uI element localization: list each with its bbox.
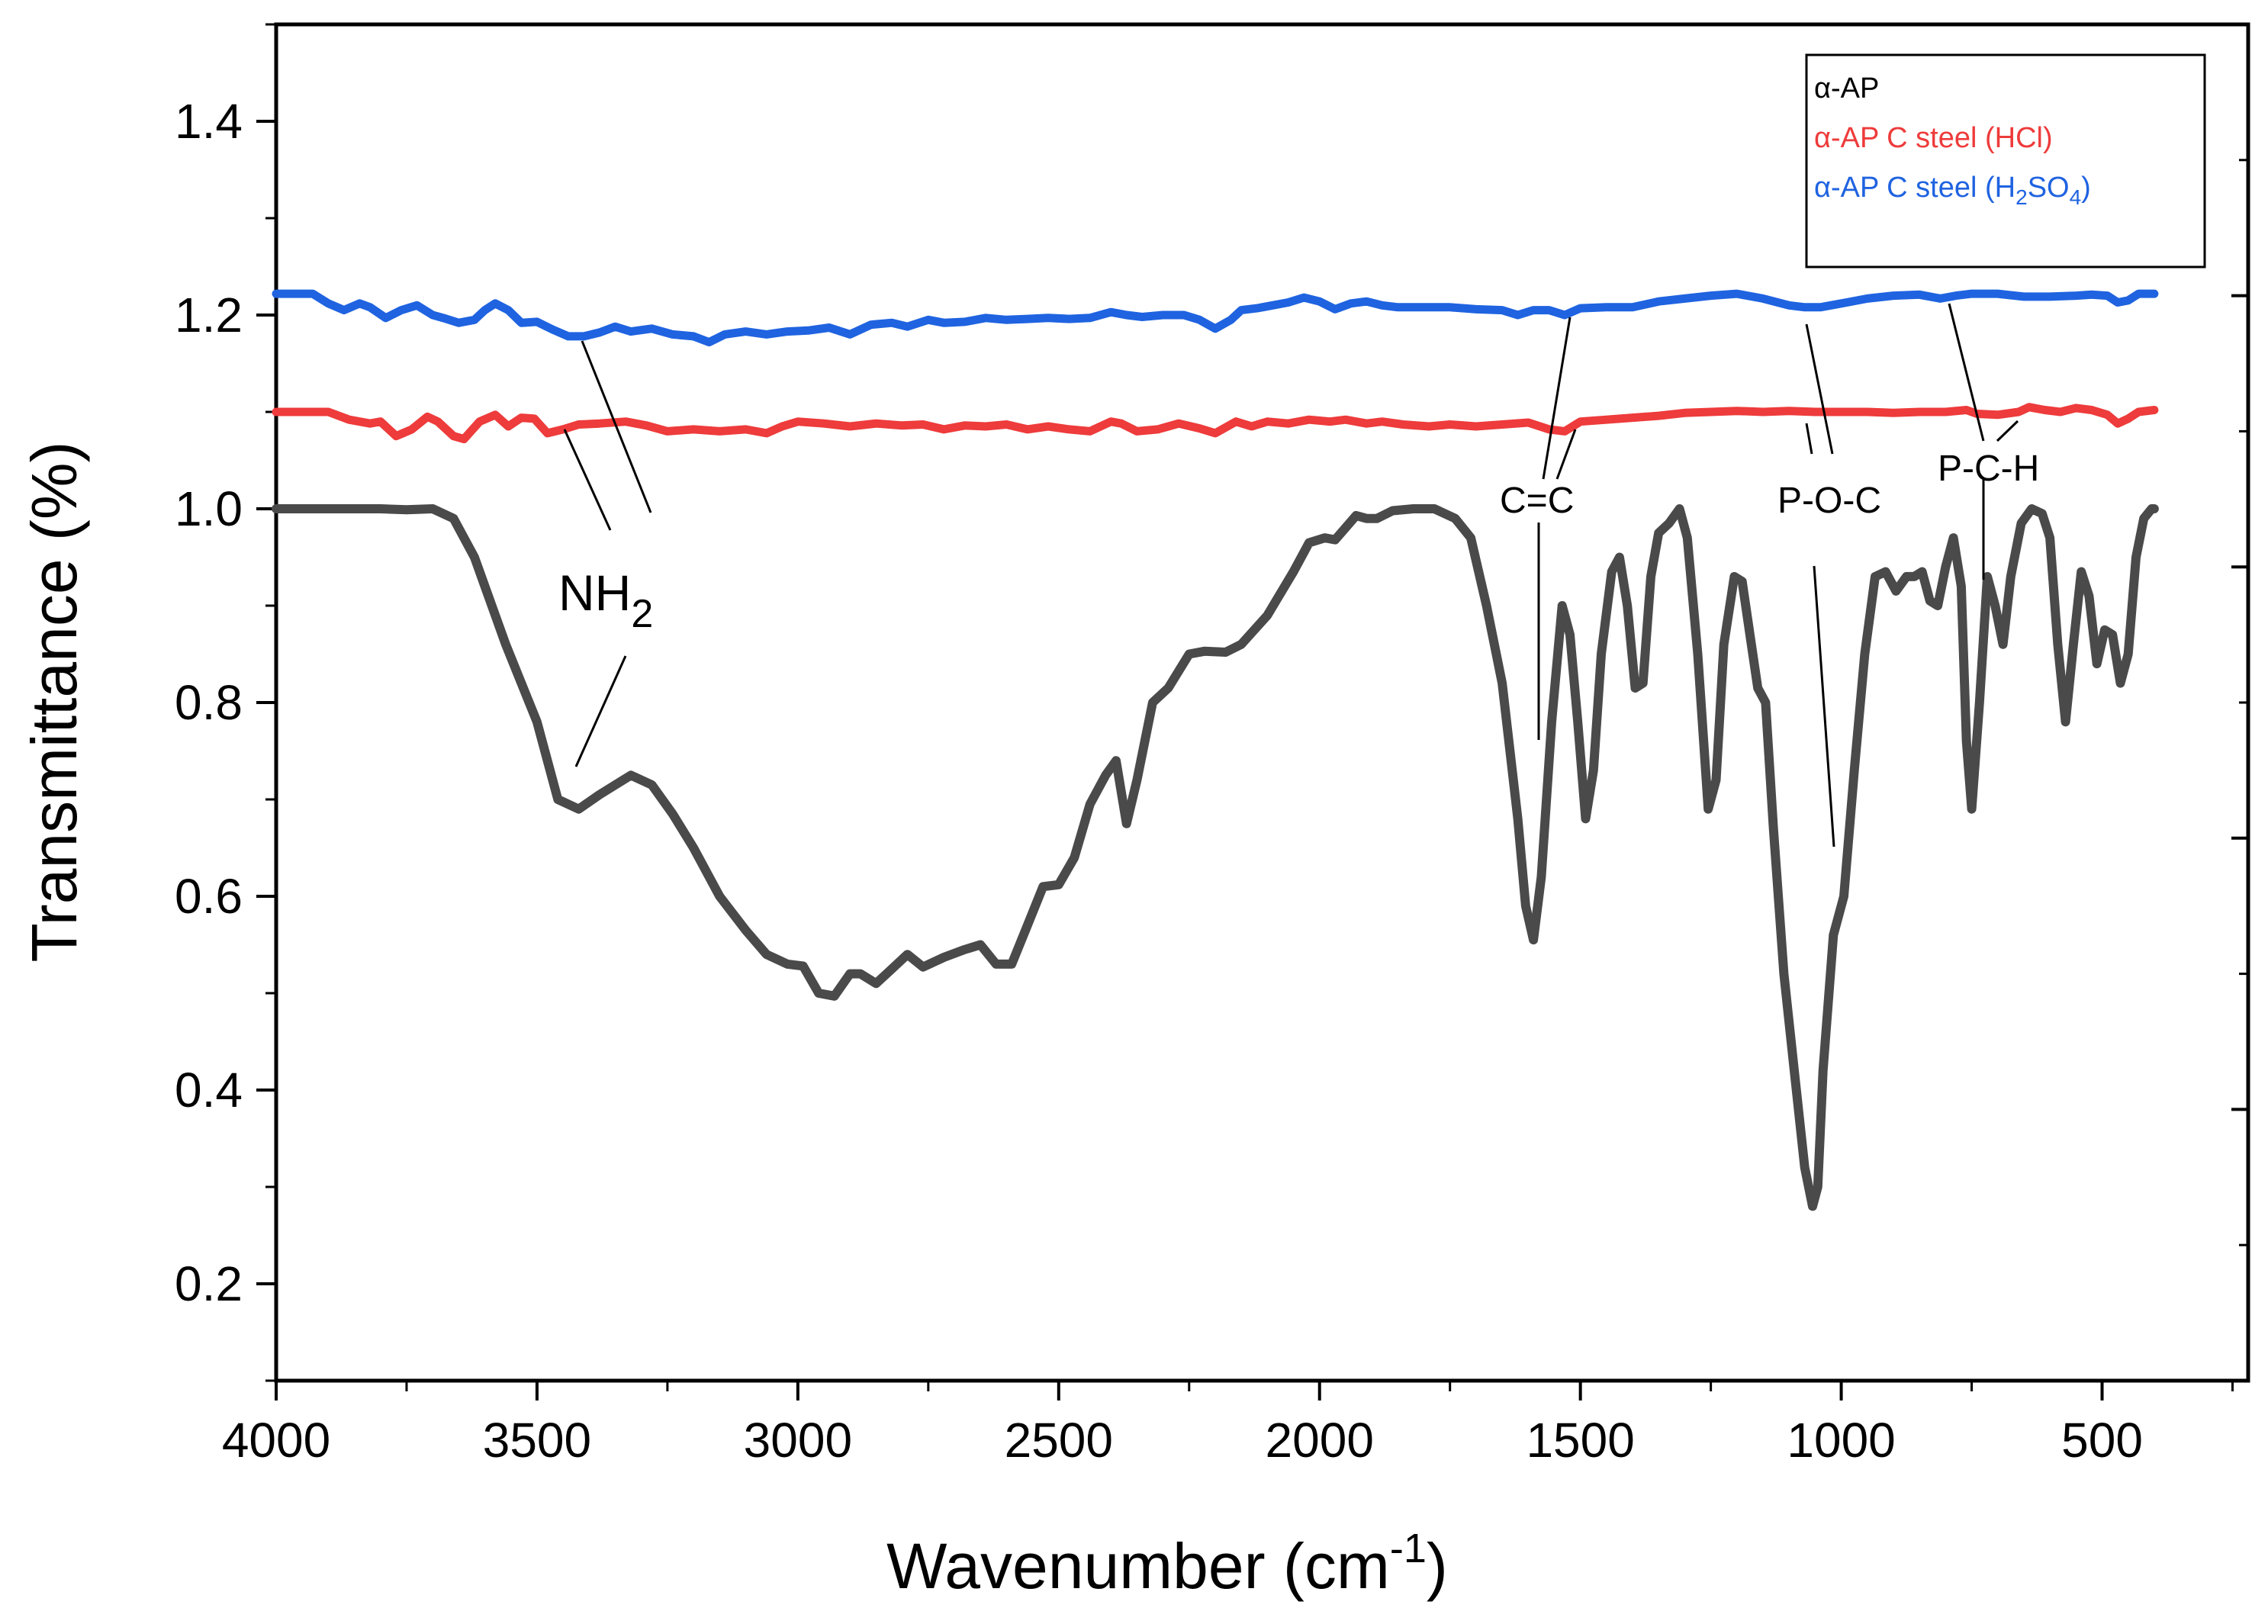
y-tick-label: 0.8: [175, 675, 243, 730]
legend: α-AP α-AP C steel (HCl) α-AP C steel (H2…: [1805, 53, 2206, 269]
legend-box: [1805, 53, 2206, 269]
series-line-ap: [272, 504, 2159, 1211]
nh2-leader-blue: [581, 340, 652, 513]
annotation-cc: C=C: [1500, 481, 1574, 521]
series-line-hcl: [272, 403, 2159, 444]
x-tick-label: 500: [2061, 1413, 2143, 1468]
x-tick-labels: 4000 3500 3000 2500 2000 1500 1000 500: [222, 1413, 2143, 1468]
legend-entry-hcl: α-AP C steel (HCl): [1814, 122, 2053, 154]
annotation-pch: P-C-H: [1938, 449, 2039, 489]
poc-leader-red: [1805, 423, 1813, 455]
y-tick-label: 0.2: [175, 1256, 243, 1311]
x-tick-label: 4000: [222, 1413, 330, 1468]
cc-leader-blue: [1542, 317, 1572, 480]
poc-leader-blue: [1805, 323, 1834, 455]
cc-leader-red: [1555, 429, 1577, 480]
y-tick-label: 1.0: [175, 481, 243, 536]
nh2-leader-black: [574, 655, 627, 767]
y-tick-labels: 0.2 0.4 0.6 0.8 1.0 1.2 1.4: [175, 94, 243, 1311]
legend-entry-h2so4: α-AP C steel (H2SO4): [1814, 172, 2091, 209]
poc-leader-black: [1813, 565, 1835, 847]
annotation-lines: [563, 303, 2019, 847]
pch-leader-blue: [1948, 303, 1985, 442]
y-axis-title: Transmittance (%): [18, 441, 90, 962]
y-tick-label: 1.4: [175, 94, 243, 149]
x-tick-label: 3500: [483, 1413, 591, 1468]
x-tick-label: 1500: [1526, 1413, 1634, 1468]
y-tick-label: 0.4: [175, 1063, 243, 1118]
x-tick-label: 1000: [1787, 1413, 1895, 1468]
x-tick-label: 2000: [1266, 1413, 1374, 1468]
y-tick-label: 1.2: [175, 288, 243, 342]
axis-ticks: [256, 23, 2248, 1400]
x-axis-title: Wavenumber (cm-1): [886, 1526, 1448, 1602]
nh2-leader-red: [563, 429, 612, 531]
series-group: [272, 289, 2159, 1211]
pch-leader-red: [1996, 420, 2019, 442]
y-tick-label: 0.6: [175, 869, 243, 924]
annotation-poc: P-O-C: [1777, 481, 1881, 521]
annotation-nh2: NH2: [558, 564, 653, 636]
legend-entry-ap: α-AP: [1814, 72, 1879, 105]
series-line-h2so4: [272, 289, 2159, 347]
x-tick-label: 2500: [1005, 1413, 1113, 1468]
x-tick-label: 3000: [744, 1413, 852, 1468]
